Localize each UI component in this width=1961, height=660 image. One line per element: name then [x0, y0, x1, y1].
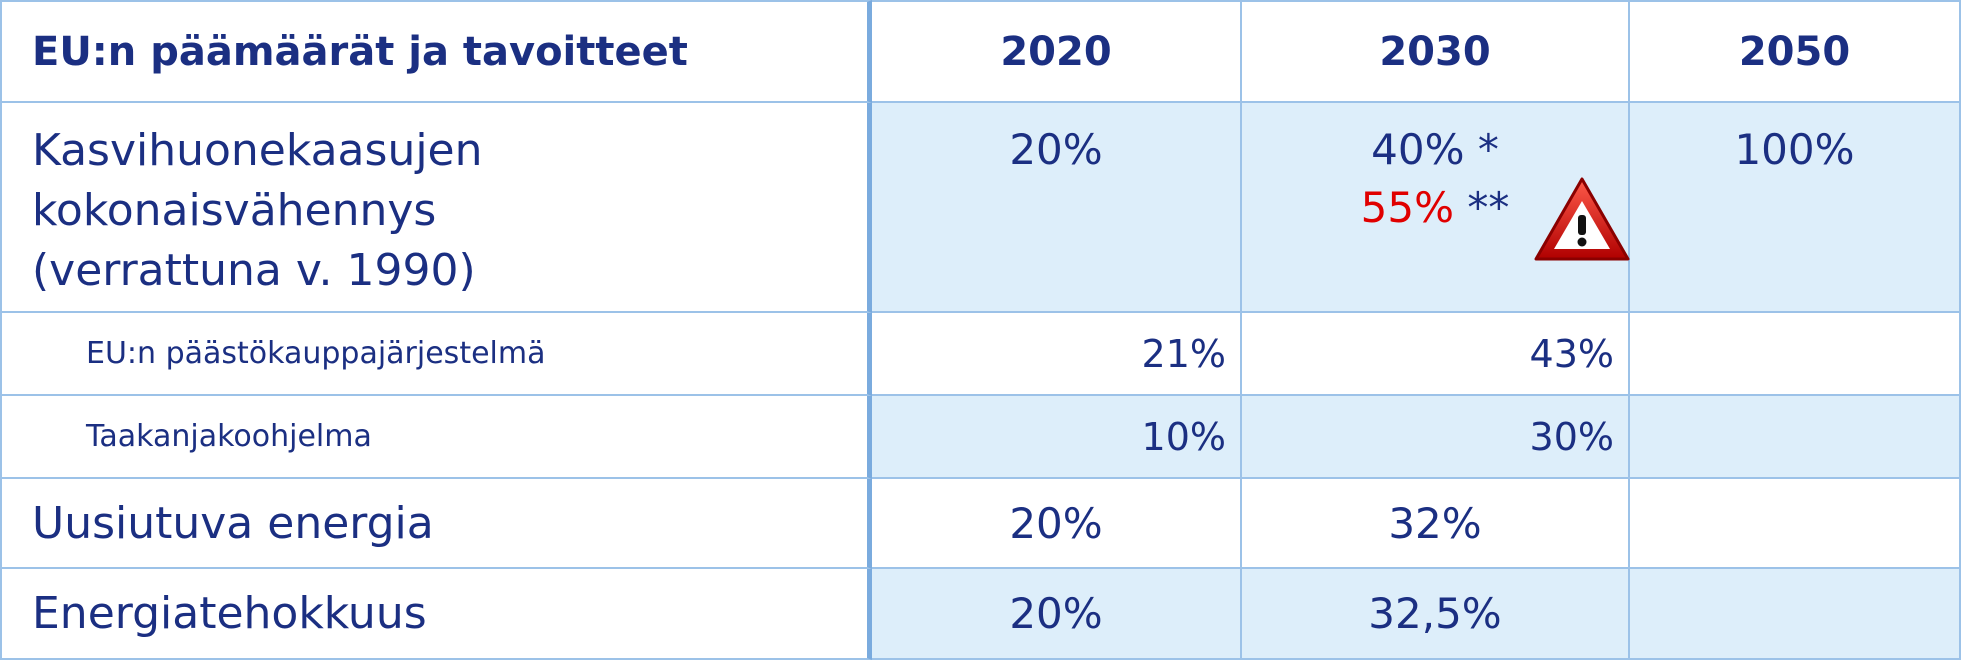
label: EU:n päästökauppajärjestelmä [86, 336, 546, 371]
value: 21% [1141, 331, 1226, 376]
value: 43% [1529, 331, 1614, 376]
column-header: 2030 [1379, 28, 1491, 75]
row-label: Uusiutuva energia [0, 479, 872, 569]
value: 10% [1141, 414, 1226, 459]
column-header: 2020 [1000, 28, 1112, 75]
cell [1630, 313, 1961, 396]
header-cell: 2020 [872, 0, 1242, 103]
highlight-value: 55% [1360, 183, 1454, 232]
cell [1630, 479, 1961, 569]
label: Energiatehokkuus [32, 588, 427, 639]
cell: 20% [872, 479, 1242, 569]
cell: 20% [872, 569, 1242, 660]
value-line: 55% ** [1242, 179, 1628, 237]
label-line: Kasvihuonekaasujen [32, 125, 483, 176]
value: 30% [1529, 414, 1614, 459]
label: Taakanjakoohjelma [86, 419, 372, 454]
cell: 32,5% [1242, 569, 1630, 660]
label: Uusiutuva energia [32, 497, 434, 549]
cell: 30% [1242, 396, 1630, 479]
warning-icon [1534, 177, 1630, 261]
value: 32,5% [1368, 589, 1502, 638]
footnote-mark: ** [1467, 183, 1510, 232]
cell [1630, 396, 1961, 479]
row-label: Taakanjakoohjelma [0, 396, 872, 479]
header-cell: 2050 [1630, 0, 1961, 103]
row-label: EU:n päästökauppajärjestelmä [0, 313, 872, 396]
row-label: Kasvihuonekaasujen kokonaisvähennys (ver… [0, 103, 872, 313]
value: 20% [1009, 125, 1103, 174]
label-line: kokonaisvähennys [32, 185, 437, 236]
value: 40% * [1371, 125, 1499, 174]
header-cell: 2030 [1242, 0, 1630, 103]
value: 20% [1009, 498, 1103, 548]
cell: 10% [872, 396, 1242, 479]
cell: 20% [872, 103, 1242, 313]
cell: 43% [1242, 313, 1630, 396]
column-header: 2050 [1738, 28, 1851, 75]
cell: 21% [872, 313, 1242, 396]
header-cell: EU:n päämäärät ja tavoitteet [0, 0, 872, 103]
cell: 100% [1630, 103, 1961, 313]
label-line: (verrattuna v. 1990) [32, 245, 476, 296]
value: 20% [1009, 589, 1103, 638]
value: 100% [1734, 125, 1855, 174]
cell: 32% [1242, 479, 1630, 569]
cell [1630, 569, 1961, 660]
row-label: Energiatehokkuus [0, 569, 872, 660]
header-title: EU:n päämäärät ja tavoitteet [32, 28, 688, 75]
value: 32% [1388, 498, 1482, 548]
